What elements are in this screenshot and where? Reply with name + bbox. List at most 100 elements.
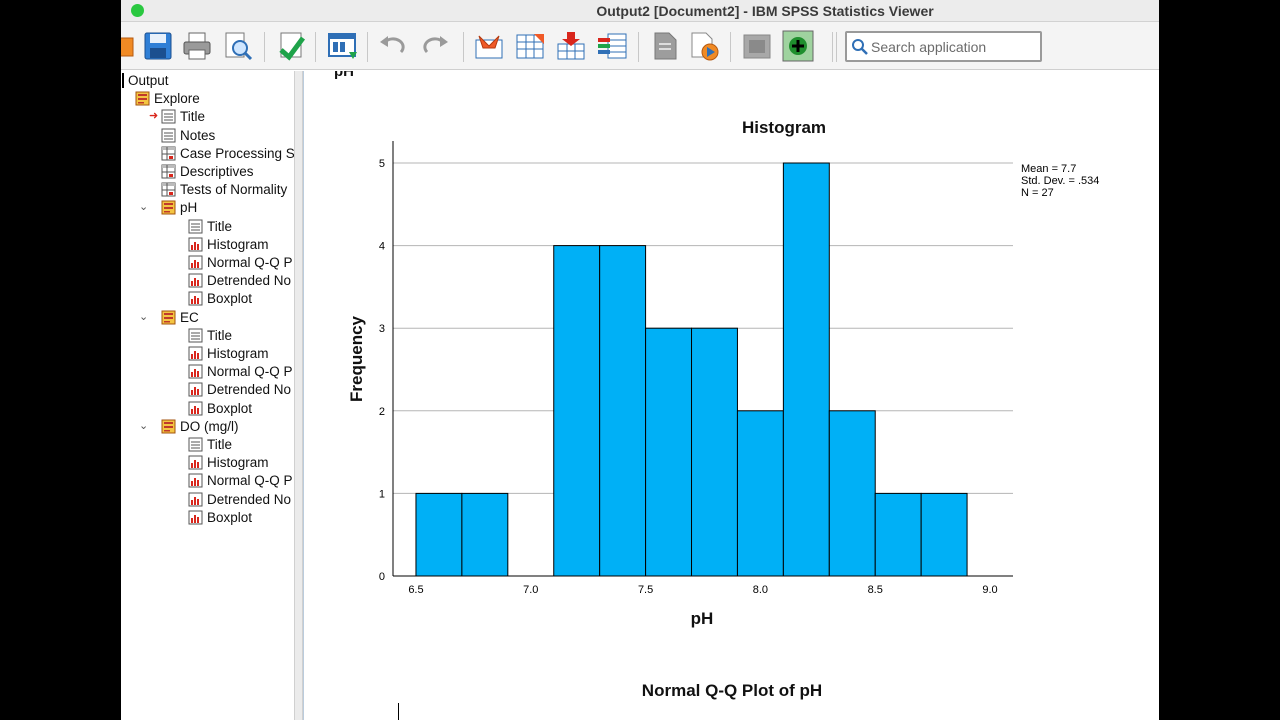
histogram-bar[interactable]: [782, 162, 830, 577]
dialog-recall-icon[interactable]: [327, 30, 359, 62]
chart-node-icon: [188, 237, 203, 252]
doc-node-icon: [188, 328, 203, 343]
x-tick-label: 6.5: [408, 584, 423, 596]
undo-icon[interactable]: [377, 30, 409, 62]
open-icon[interactable]: [121, 30, 137, 62]
search-input[interactable]: [871, 38, 1036, 56]
outline-item-label: Histogram: [207, 455, 269, 471]
chart-stat-label: Mean = 7.7: [1021, 163, 1076, 175]
outline-group-item[interactable]: Boxplot: [121, 400, 294, 418]
chart-node-icon: [188, 273, 203, 288]
outline-explore-item[interactable]: Notes: [121, 127, 294, 145]
histogram-bar[interactable]: [645, 327, 693, 577]
book-node-icon: [161, 310, 176, 325]
outline-group-item[interactable]: Normal Q-Q P: [121, 363, 294, 381]
x-tick-label: 8.0: [753, 584, 768, 596]
expand-chevron-icon[interactable]: ⌄: [139, 201, 149, 214]
outline-group-item[interactable]: Histogram: [121, 454, 294, 472]
outline-group-item[interactable]: Detrended No: [121, 491, 294, 509]
outline-item-label: Title: [207, 437, 233, 452]
outline-item-label: Case Processing S: [180, 145, 294, 161]
current-item-arrow-icon: ➜: [149, 110, 159, 123]
outline-group-item[interactable]: Detrended No: [121, 272, 294, 290]
output-content-pane[interactable]: pH 0 1 2 3 4 5 6.5 7.0 7.5 8.0 8.5 9.0 Histogram pH Fr…: [303, 71, 1159, 720]
designate-window-icon[interactable]: [649, 30, 681, 62]
goto-case-icon[interactable]: [514, 30, 546, 62]
histogram-bar[interactable]: [828, 410, 876, 577]
histogram-chart[interactable]: 0 1 2 3 4 5 6.5 7.0 7.5 8.0 8.5 9.0 Histogram pH Frequ…: [304, 71, 1159, 671]
outline-item-label: Descriptives: [180, 164, 254, 179]
window-title: Output2 [Document2] - IBM SPSS Statistic…: [596, 3, 934, 19]
outline-group-item[interactable]: Title: [121, 327, 294, 345]
outline-group-item[interactable]: Normal Q-Q P: [121, 254, 294, 272]
doc-node-icon: [188, 437, 203, 452]
y-axis-title: Frequency: [347, 315, 366, 402]
outline-group-item[interactable]: Histogram: [121, 345, 294, 363]
pane-splitter[interactable]: [294, 71, 303, 720]
outline-group-0[interactable]: ⌄ pH: [121, 199, 294, 217]
chart-node-icon: [188, 364, 203, 379]
chart-node-icon: [188, 255, 203, 270]
table-node-icon: [161, 182, 176, 197]
doc-node-icon: [161, 109, 176, 124]
outline-explore-item[interactable]: Descriptives: [121, 163, 294, 181]
outline-group-item[interactable]: Title: [121, 218, 294, 236]
save-icon[interactable]: [142, 30, 174, 62]
chart-node-icon: [188, 492, 203, 507]
histogram-bar[interactable]: [691, 327, 738, 577]
chart-node-icon: [188, 401, 203, 416]
insert-variable-icon[interactable]: [555, 30, 587, 62]
outline-group-item[interactable]: Boxplot: [121, 509, 294, 527]
outline-item-label: Detrended No: [207, 491, 292, 507]
print-preview-icon[interactable]: [222, 30, 254, 62]
expand-chevron-icon[interactable]: ⌄: [139, 419, 149, 432]
search-icon: [851, 38, 869, 61]
expand-chevron-icon[interactable]: ⌄: [139, 310, 149, 323]
histogram-bar[interactable]: [874, 492, 922, 577]
run-script-icon[interactable]: [688, 30, 720, 62]
histogram-bar[interactable]: [553, 245, 601, 577]
outline-item-label: Title: [207, 327, 233, 343]
y-tick-label: 1: [379, 488, 385, 500]
previous-heading: pH: [334, 71, 354, 80]
window-zoom-button[interactable]: [131, 4, 144, 17]
histogram-bar[interactable]: [415, 492, 463, 577]
outline-item-label: Detrended No: [207, 273, 292, 289]
outline-group-item[interactable]: Boxplot: [121, 290, 294, 308]
outline-pane[interactable]: Output Explore ➜ Title Notes Case Processing …: [121, 71, 294, 720]
outline-item-label: Boxplot: [207, 291, 253, 307]
histogram-bar[interactable]: [920, 492, 968, 577]
redo-icon[interactable]: [419, 30, 451, 62]
search-box[interactable]: [845, 31, 1042, 62]
outline-root[interactable]: Output: [121, 72, 294, 90]
outline-explore-item[interactable]: Tests of Normality: [121, 181, 294, 199]
chart-stat-label: Std. Dev. = .534: [1021, 175, 1099, 187]
outline-group-item[interactable]: Detrended No: [121, 381, 294, 399]
add-icon[interactable]: [782, 30, 814, 62]
outline-group-item[interactable]: Normal Q-Q P: [121, 472, 294, 490]
variables-icon[interactable]: [596, 30, 628, 62]
spss-viewer-window: Output2 [Document2] - IBM SPSS Statistic…: [121, 0, 1159, 720]
chart-node-icon: [188, 382, 203, 397]
outline-explore-item[interactable]: ➜ Title: [121, 108, 294, 126]
print-icon[interactable]: [181, 30, 213, 62]
doc-node-icon: [161, 128, 176, 143]
x-axis-title: pH: [691, 609, 714, 628]
outline-group-2[interactable]: ⌄ DO (mg/l): [121, 418, 294, 436]
show-all-icon[interactable]: [741, 30, 773, 62]
outline-item-label: Title: [207, 218, 233, 234]
title-bar: Output2 [Document2] - IBM SPSS Statistic…: [121, 0, 1159, 22]
outline-explore-item[interactable]: Case Processing S: [121, 145, 294, 163]
export-icon[interactable]: [275, 30, 307, 62]
goto-data-icon[interactable]: [473, 30, 505, 62]
outline-explore[interactable]: Explore: [121, 90, 294, 108]
outline-group-1[interactable]: ⌄ EC: [121, 309, 294, 327]
table-node-icon: [161, 164, 176, 179]
chart-stat-label: N = 27: [1021, 187, 1054, 199]
histogram-bar[interactable]: [736, 410, 784, 577]
outline-group-item[interactable]: Title: [121, 436, 294, 454]
histogram-bar[interactable]: [461, 492, 509, 577]
chart-node-icon: [188, 510, 203, 525]
outline-group-item[interactable]: Histogram: [121, 236, 294, 254]
histogram-bar[interactable]: [599, 245, 647, 577]
